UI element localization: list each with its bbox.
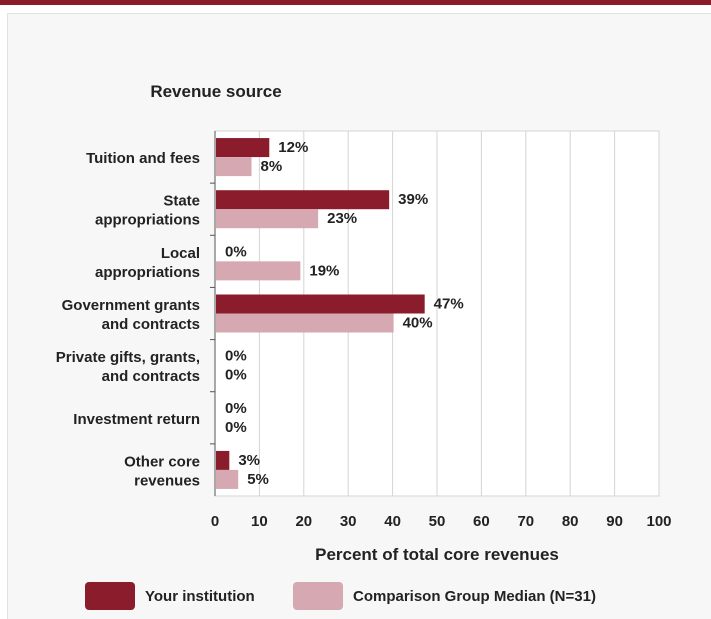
bar-your-institution <box>216 138 270 158</box>
x-tick-label: 60 <box>473 513 490 530</box>
legend-label-comparison-group: Comparison Group Median (N=31) <box>353 587 596 605</box>
category-label: appropriations <box>95 212 200 229</box>
bar-your-institution <box>216 294 425 314</box>
bar-comparison-group <box>216 209 319 229</box>
top-accent-bar <box>0 0 711 5</box>
data-label: 0% <box>225 243 247 260</box>
category-label: State <box>163 193 200 210</box>
category-label: appropriations <box>95 264 200 281</box>
data-label: 5% <box>247 471 269 488</box>
legend: Your institution Comparison Group Median… <box>0 582 711 614</box>
legend-item-comparison-group: Comparison Group Median (N=31) <box>293 582 596 610</box>
chart-title: Revenue source <box>150 82 281 101</box>
data-label: 0% <box>225 419 247 436</box>
x-axis: 0 10 20 30 40 50 60 70 80 90 100 <box>211 513 672 530</box>
data-label: 0% <box>225 367 247 384</box>
data-label: 12% <box>278 139 308 156</box>
legend-swatch-comparison-group <box>293 582 343 610</box>
x-tick-label: 70 <box>517 513 534 530</box>
data-label: 40% <box>403 315 433 332</box>
x-axis-label: Percent of total core revenues <box>315 545 559 564</box>
category-label: Local <box>161 245 200 262</box>
data-label: 47% <box>434 296 464 313</box>
category-label: Government grants <box>62 297 200 314</box>
x-tick-label: 0 <box>211 513 219 530</box>
legend-item-your-institution: Your institution <box>85 582 255 610</box>
legend-label-your-institution: Your institution <box>145 587 255 605</box>
revenue-bar-chart: Revenue source Tuition and fees State appr… <box>56 82 672 564</box>
y-axis: Tuition and fees State appropriations Local… <box>56 131 216 496</box>
x-tick-label: 90 <box>606 513 623 530</box>
bar-comparison-group <box>216 469 239 489</box>
bar-comparison-group <box>216 261 301 281</box>
x-tick-label: 80 <box>562 513 579 530</box>
x-tick-label: 50 <box>429 513 446 530</box>
x-tick-label: 20 <box>295 513 312 530</box>
x-tick-label: 100 <box>646 513 671 530</box>
category-label: and contracts <box>102 316 200 333</box>
category-label: and contracts <box>102 368 200 385</box>
bar-your-institution <box>216 190 390 210</box>
data-label: 23% <box>327 210 357 227</box>
bar-comparison-group <box>216 313 394 333</box>
data-label: 3% <box>238 452 260 469</box>
bar-your-institution <box>216 450 230 470</box>
data-label: 19% <box>309 262 339 279</box>
category-label: Private gifts, grants, <box>56 349 200 366</box>
category-label: revenues <box>134 472 200 489</box>
category-label: Other core <box>124 453 200 470</box>
x-tick-label: 10 <box>251 513 268 530</box>
data-label: 0% <box>225 348 247 365</box>
legend-swatch-your-institution <box>85 582 135 610</box>
x-tick-label: 30 <box>340 513 357 530</box>
data-label: 39% <box>398 191 428 208</box>
category-label: Tuition and fees <box>86 150 200 167</box>
bars: 12% 8% 39% 23% 0% 19% 47%40% 0% 0% 0% 0% 3% 5% <box>216 138 464 489</box>
data-label: 8% <box>261 158 283 175</box>
bar-comparison-group <box>216 157 252 177</box>
data-label: 0% <box>225 400 247 417</box>
category-label: Investment return <box>73 411 200 428</box>
x-tick-label: 40 <box>384 513 401 530</box>
